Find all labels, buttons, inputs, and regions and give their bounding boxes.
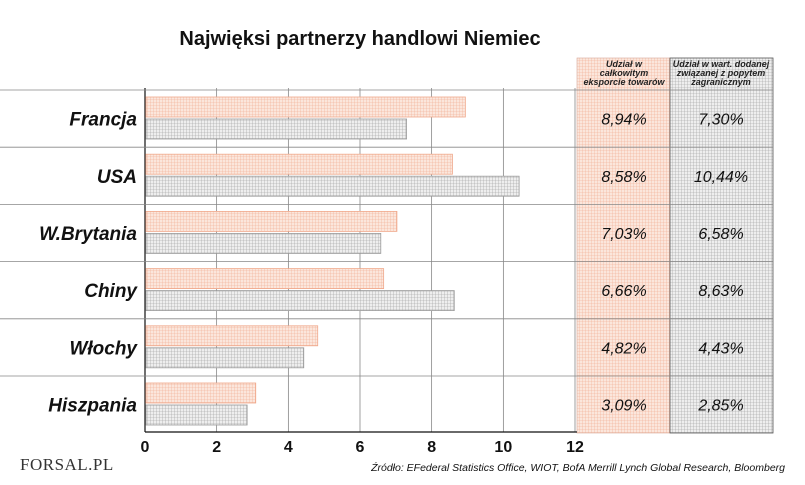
category-label: Francja bbox=[69, 110, 137, 131]
table-header-line: zagranicznym bbox=[690, 77, 751, 87]
x-tick-label: 12 bbox=[566, 439, 584, 456]
table-header-line: Udział w wart. dodanej bbox=[673, 59, 770, 69]
table-value-export: 8,94% bbox=[601, 112, 646, 129]
bar-usa-series-1 bbox=[145, 153, 453, 175]
x-tick-label: 0 bbox=[141, 439, 150, 456]
x-tick-label: 8 bbox=[427, 439, 436, 456]
bar-wbrytania-series-1 bbox=[145, 210, 398, 232]
table-value-value-added: 6,58% bbox=[698, 226, 743, 243]
table-value-export: 8,58% bbox=[601, 169, 646, 186]
forsal-logo: FORSAL.PL bbox=[20, 455, 114, 474]
x-tick-label: 6 bbox=[356, 439, 365, 456]
table-header-line: eksporcie towarów bbox=[583, 77, 665, 87]
table-value-export: 3,09% bbox=[601, 398, 646, 415]
table-value-value-added: 8,63% bbox=[698, 283, 743, 300]
table-column-2-bg bbox=[669, 57, 774, 434]
category-label: USA bbox=[97, 167, 137, 188]
table-value-value-added: 7,30% bbox=[698, 112, 743, 129]
category-label: Włochy bbox=[69, 338, 138, 359]
bar-hiszpania-series-2 bbox=[145, 404, 248, 426]
bar-chiny-series-1 bbox=[145, 268, 385, 290]
row-separators bbox=[0, 89, 773, 377]
table-header-line: Udział w bbox=[606, 59, 643, 69]
x-tick-label: 2 bbox=[212, 439, 221, 456]
table-value-export: 6,66% bbox=[601, 283, 646, 300]
category-label: Chiny bbox=[84, 281, 138, 302]
bar-hiszpania-series-1 bbox=[145, 382, 257, 404]
x-axis-ticks: 0 2 4 6 8 10 12 bbox=[141, 439, 584, 456]
category-labels: Francja USA W.Brytania Chiny Włochy Hiszpania bbox=[39, 110, 138, 417]
bar-wochy-series-1 bbox=[145, 325, 319, 347]
table-header-line: związanej z popytem bbox=[676, 68, 766, 78]
bar-usa-series-2 bbox=[145, 175, 520, 197]
chart-title: Najwięksi partnerzy handlowi Niemiec bbox=[179, 28, 540, 50]
table-value-export: 7,03% bbox=[601, 226, 646, 243]
bars bbox=[145, 96, 520, 426]
x-tick-label: 10 bbox=[494, 439, 512, 456]
bar-wbrytania-series-2 bbox=[145, 232, 382, 254]
table-value-export: 4,82% bbox=[601, 340, 646, 357]
category-label: Hiszpania bbox=[48, 396, 137, 417]
bar-chiny-series-2 bbox=[145, 290, 455, 312]
table-column-1-bg bbox=[576, 57, 671, 434]
table-header-line: całkowitym bbox=[600, 68, 649, 78]
bar-francja-series-2 bbox=[145, 118, 407, 140]
bar-francja-series-1 bbox=[145, 96, 466, 118]
vertical-grid bbox=[144, 88, 576, 432]
table-value-value-added: 10,44% bbox=[694, 169, 748, 186]
bar-wochy-series-2 bbox=[145, 347, 305, 369]
table-value-value-added: 2,85% bbox=[697, 398, 743, 415]
source-note: Źródło: EFederal Statistics Office, WIOT… bbox=[370, 461, 785, 474]
table-values: 8,94% 8,58% 7,03% 6,66% 4,82% 3,09% 7,30% 10,44… bbox=[601, 112, 748, 415]
table-value-value-added: 4,43% bbox=[698, 340, 743, 357]
x-tick-label: 4 bbox=[284, 439, 293, 456]
category-label: W.Brytania bbox=[39, 224, 137, 245]
